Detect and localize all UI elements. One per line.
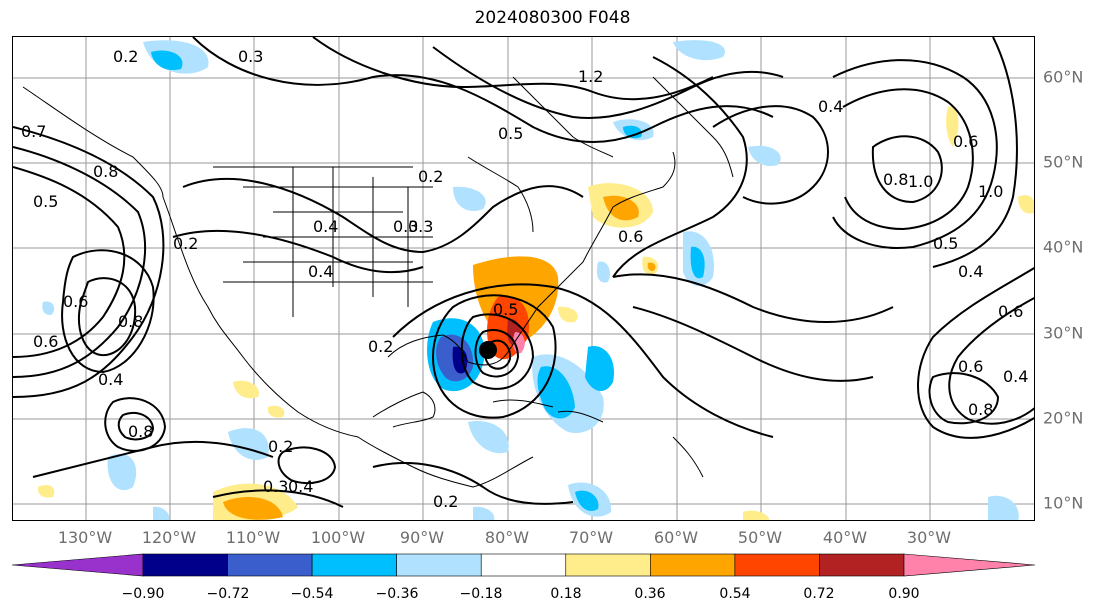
colorbar-tick-label: 0.18 bbox=[550, 586, 582, 602]
contour-label-group: 0.2 0.3 0.2 0.3 0.7 0.8 0.5 0.2 0.4 0.3 … bbox=[21, 47, 1028, 511]
contour-label: 0.6 bbox=[63, 292, 88, 311]
contour-label: 0.3 bbox=[408, 217, 433, 236]
lon-label: 70°W bbox=[568, 528, 614, 547]
contour-label: 0.2 bbox=[113, 47, 138, 66]
lon-label: 40°W bbox=[822, 528, 868, 547]
lon-label: 60°W bbox=[653, 528, 699, 547]
colorbar-tick-label: −0.54 bbox=[290, 586, 334, 602]
colorbar-extend-high bbox=[903, 553, 1036, 577]
colorbar-segment bbox=[650, 553, 736, 577]
contour-label: 0.4 bbox=[958, 262, 983, 281]
plot-title: 2024080300 F048 bbox=[474, 8, 631, 28]
colorbar-segment bbox=[227, 553, 313, 577]
colorbar-extend-low bbox=[11, 553, 144, 577]
lat-label: 10°N bbox=[1043, 493, 1084, 513]
colorbar-segment bbox=[480, 553, 567, 577]
colorbar-tick-label: −0.18 bbox=[459, 586, 503, 602]
lat-label: 50°N bbox=[1043, 152, 1084, 172]
contour-label: 0.8 bbox=[93, 162, 118, 181]
contour-label: 0.4 bbox=[818, 97, 843, 116]
contour-label: 0.5 bbox=[493, 300, 518, 319]
contour-label: 0.2 bbox=[368, 337, 393, 356]
colorbar-segment bbox=[396, 553, 482, 577]
colorbar-tick-label: 0.90 bbox=[888, 586, 920, 602]
map-svg: 0.2 0.3 0.2 0.3 0.7 0.8 0.5 0.2 0.4 0.3 … bbox=[13, 37, 1034, 520]
map-panel: 0.2 0.3 0.2 0.3 0.7 0.8 0.5 0.2 0.4 0.3 … bbox=[12, 36, 1035, 521]
contour-label: 0.4 bbox=[313, 217, 338, 236]
colorbar-tick-label: −0.72 bbox=[206, 586, 250, 602]
colorbar-segment bbox=[142, 553, 228, 577]
lon-label: 80°W bbox=[484, 528, 530, 547]
colorbar-segment bbox=[734, 553, 820, 577]
colorbar-segment bbox=[819, 553, 905, 577]
lon-label: 50°W bbox=[737, 528, 783, 547]
lon-label: 30°W bbox=[906, 528, 952, 547]
lat-label: 60°N bbox=[1043, 67, 1084, 87]
contour-label: 0.8 bbox=[883, 170, 908, 189]
contour-label: 0.5 bbox=[33, 192, 58, 211]
contour-label: 0.3 bbox=[393, 217, 418, 236]
lon-label: 90°W bbox=[399, 528, 445, 547]
contour-label: 0.6 bbox=[953, 132, 978, 151]
contour-label: 0.5 bbox=[933, 234, 958, 253]
contour-label: 0.4 bbox=[98, 370, 123, 389]
contour-label: 0.4 bbox=[1003, 367, 1028, 386]
contour-label: 0.4 bbox=[308, 262, 333, 281]
lat-label: 20°N bbox=[1043, 408, 1084, 428]
contour-label: 0.8 bbox=[128, 422, 153, 441]
contour-label: 0.4 bbox=[288, 477, 313, 496]
contour-label: 0.5 bbox=[498, 124, 523, 143]
contour-label: 0.8 bbox=[968, 400, 993, 419]
contour-label: 0.2 bbox=[173, 234, 198, 253]
colorbar-tick-label: −0.36 bbox=[375, 586, 419, 602]
lon-label: 100°W bbox=[310, 528, 366, 547]
colorbar-tick-label: −0.90 bbox=[121, 586, 165, 602]
contour-label: 0.6 bbox=[33, 332, 58, 351]
lon-label: 130°W bbox=[57, 528, 113, 547]
contour-label: 0.2 bbox=[268, 437, 293, 456]
colorbar-tick-label: 0.72 bbox=[803, 586, 835, 602]
lat-label: 40°N bbox=[1043, 237, 1084, 257]
contour-label: 0.2 bbox=[418, 167, 443, 186]
contour-label: 0.6 bbox=[618, 227, 643, 246]
colorbar-segment bbox=[565, 553, 651, 577]
lon-label: 110°W bbox=[225, 528, 281, 547]
contour-label: 0.6 bbox=[998, 302, 1023, 321]
contour-label: 1.0 bbox=[908, 172, 933, 191]
contour-label: 0.7 bbox=[21, 122, 46, 141]
colorbar-tick-label: 0.36 bbox=[634, 586, 666, 602]
contour-lines bbox=[13, 37, 1034, 508]
contour-label: 0.3 bbox=[263, 477, 288, 496]
lon-label: 120°W bbox=[141, 528, 197, 547]
colorbar bbox=[11, 553, 1036, 577]
contour-label: 0.3 bbox=[238, 47, 263, 66]
anomaly-fills bbox=[37, 40, 1034, 520]
lat-label: 30°N bbox=[1043, 323, 1084, 343]
colorbar-tick-label: 0.54 bbox=[719, 586, 751, 602]
contour-label: 0.8 bbox=[118, 312, 143, 331]
contour-label: 0.6 bbox=[958, 357, 983, 376]
contour-label: 1.0 bbox=[978, 182, 1003, 201]
storm-center-marker bbox=[479, 341, 497, 359]
colorbar-segment bbox=[311, 553, 397, 577]
contour-label: 0.2 bbox=[433, 492, 458, 511]
contour-label: 1.2 bbox=[578, 67, 603, 86]
